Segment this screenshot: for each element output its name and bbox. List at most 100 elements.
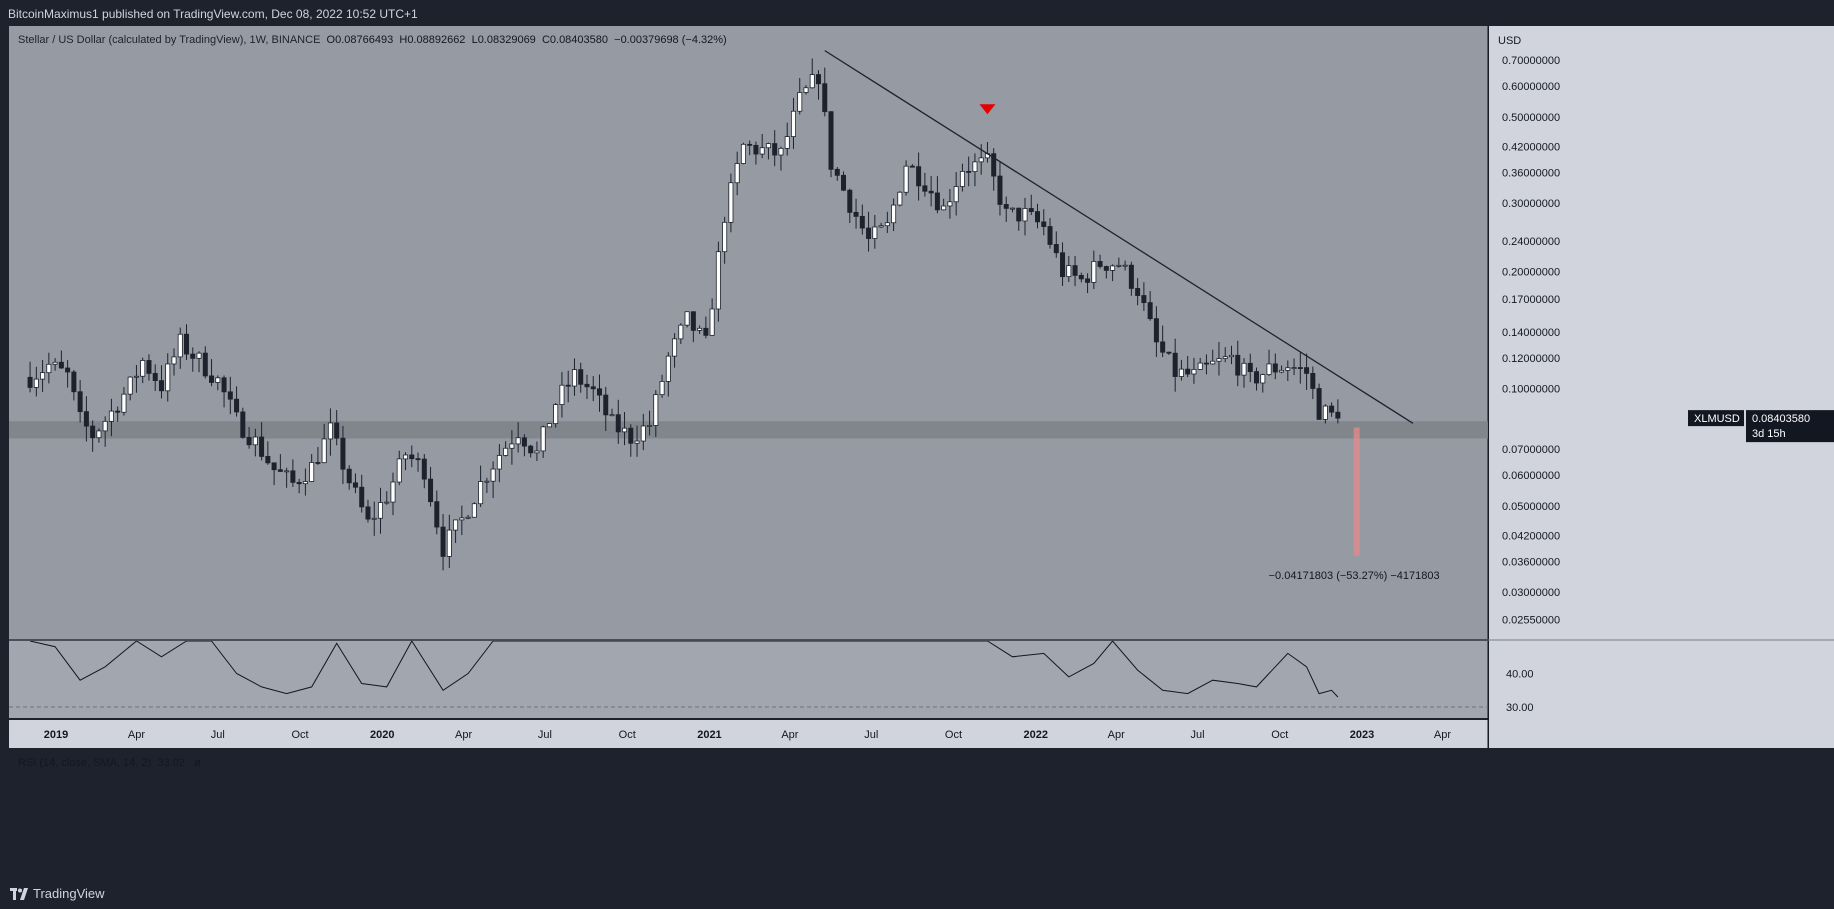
candle-body [853,211,859,217]
candle-down [152,364,158,391]
candle-down [1053,231,1059,258]
candle-up [878,222,884,229]
candle-down [1335,399,1341,424]
time-tick-label: Oct [291,729,308,741]
candle-body [922,185,928,192]
candle-down [603,386,609,432]
candle-body [171,356,177,365]
symbol-tag [1688,410,1744,427]
candle-body [653,394,659,426]
candle-up [1216,341,1222,376]
candle-down [158,365,164,399]
candle-body [1297,367,1303,369]
candle-body [46,363,52,374]
price-tick-label: 0.60000000 [1502,81,1560,93]
time-tick-label: 2019 [44,729,68,741]
candle-body [27,376,33,388]
candle-down [1316,383,1322,420]
candle-down [434,490,440,535]
candle-body [102,420,108,432]
candle-body [1272,363,1278,373]
candle-down [1166,351,1172,355]
candle-up [515,422,521,453]
candle-body [396,458,402,483]
candle-up [540,425,546,458]
price-tag-countdown: 3d 15h [1752,428,1786,440]
candle-up [1222,347,1228,363]
candle-body [540,426,546,452]
candle-body [928,190,934,194]
candle-down [290,459,296,487]
rsi-settings-icon[interactable]: ø [194,757,201,769]
high-value: 0.08892662 [407,34,466,46]
price-tick-label: 0.17000000 [1502,294,1560,306]
candle-up [809,58,815,89]
candle-body [252,436,258,446]
candle-body [321,438,327,464]
candle-body [953,186,959,203]
candle-body [1316,388,1322,420]
candle-body [196,352,202,359]
candle-down [997,161,1003,216]
tradingview-logo-icon[interactable] [10,887,28,900]
candle-up [1322,404,1328,424]
candle-down [1141,282,1147,311]
candle-body [234,398,240,413]
candle-down [184,324,190,360]
candle-body [1247,362,1253,373]
candle-up [484,477,490,493]
candle-body [1304,367,1310,374]
candle-up [33,366,39,397]
price-tick-label: 0.50000000 [1502,112,1560,124]
measure-label: −0.04171803 (−53.27%) −4171803 [1269,570,1440,582]
candle-up [897,191,903,207]
candle-down [1235,340,1241,387]
candle-body [559,384,565,405]
candle-body [790,110,796,137]
candle-up [634,425,640,457]
candle-up [559,372,565,418]
candle-body [596,388,602,396]
candle-down [77,380,83,423]
candle-body [315,462,321,464]
candle-body [40,372,46,380]
candle-down [27,361,33,393]
candle-down [578,362,584,393]
candle-up [765,142,771,160]
candle-up [672,333,678,368]
candle-down [1160,325,1166,358]
candle-body [822,83,828,113]
brand-name[interactable]: TradingView [33,886,105,901]
time-tick-label: Apr [1108,729,1125,741]
candle-body [365,506,371,520]
time-tick-label: Apr [1434,729,1451,741]
candle-up [321,423,327,464]
candle-body [184,333,190,355]
candle-up [403,452,409,471]
candle-body [1291,367,1297,369]
candle-body [816,74,822,85]
candle-body [634,440,640,444]
candle-body [309,462,315,482]
candle-body [1103,266,1109,271]
candle-body [622,427,628,433]
candle-up [196,351,202,373]
candle-body [546,423,552,428]
candle-body [209,375,215,383]
close-value: 0.08403580 [549,34,609,46]
price-tick-label: 0.04200000 [1502,530,1560,542]
candle-up [734,151,740,196]
candle-body [96,430,102,439]
candle-body [259,436,265,457]
candle-body [77,391,83,413]
candle-body [709,308,715,336]
open-label: O [326,34,336,46]
candle-body [647,425,653,427]
candle-body [246,436,252,446]
low-label: L [471,34,478,46]
candle-body [484,480,490,483]
candle-down [90,420,96,452]
candle-body [121,393,127,413]
candle-body [684,311,690,326]
